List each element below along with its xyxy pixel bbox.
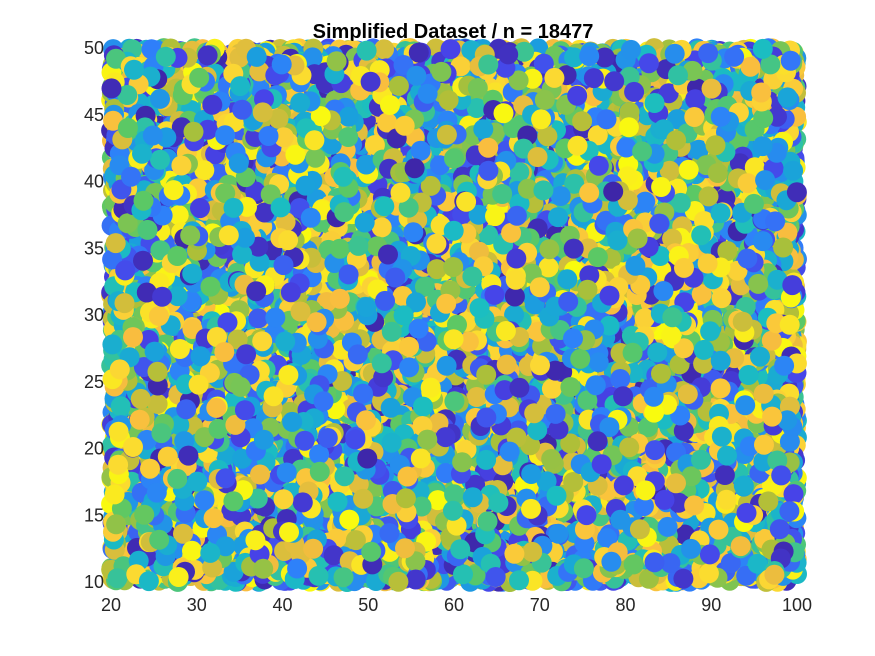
scatter-points: [101, 38, 807, 592]
chart-title: Simplified Dataset / n = 18477: [313, 21, 594, 43]
